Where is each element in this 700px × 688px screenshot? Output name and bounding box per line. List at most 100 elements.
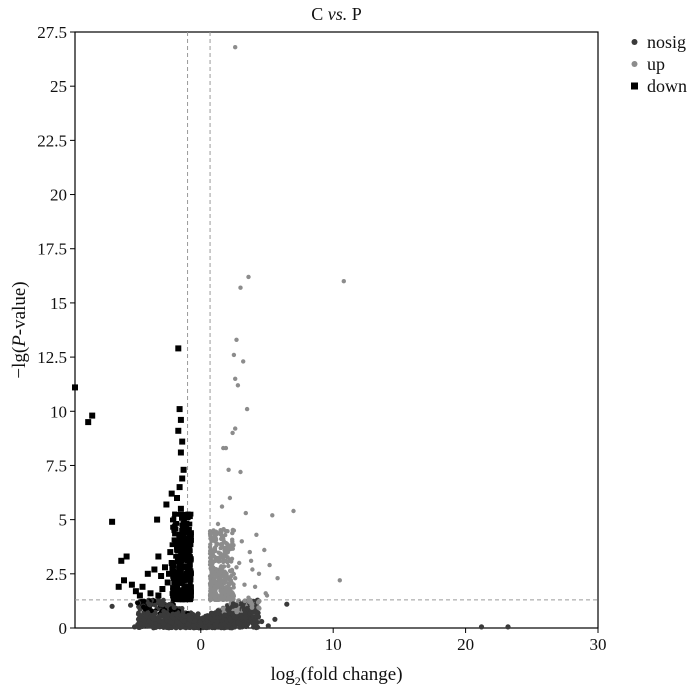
cloud-point — [160, 602, 166, 608]
point-nosig — [235, 620, 241, 626]
cloud-point-down — [187, 565, 193, 571]
cloud-point-up — [213, 557, 219, 562]
legend-marker — [631, 39, 638, 45]
point-up — [226, 586, 231, 592]
point-up — [226, 467, 231, 472]
point-down — [168, 490, 175, 497]
point-up — [243, 510, 248, 516]
point-nosig — [150, 615, 156, 621]
cloud-point-up — [207, 551, 213, 556]
cloud-point-down — [185, 511, 191, 517]
point-down — [144, 570, 151, 577]
cloud-point — [151, 611, 157, 617]
cloud-point-down — [179, 558, 185, 564]
cloud-point-up — [208, 596, 213, 602]
cloud-point — [173, 611, 179, 617]
point-nosig — [146, 601, 152, 607]
series-nosig — [109, 601, 511, 630]
cloud-point-down — [178, 512, 184, 517]
cloud-point — [161, 608, 167, 614]
y-tick-label: 17.5 — [37, 240, 67, 259]
point-down — [179, 475, 186, 482]
y-tick-label: 20 — [50, 186, 67, 205]
cloud-point-up — [220, 588, 225, 593]
legend-marker — [631, 61, 638, 67]
point-down — [121, 577, 127, 584]
point-down — [176, 406, 183, 413]
point-down — [177, 505, 184, 512]
point-up — [250, 567, 255, 572]
cloud-point-down — [179, 522, 185, 528]
point-down — [177, 416, 184, 423]
point-down — [136, 592, 143, 599]
point-down — [180, 466, 187, 473]
point-down — [171, 592, 178, 599]
y-axis: 0 2.5 5 7.5 10 12.5 15 17.5 20 22.5 25 27.5 — [37, 23, 75, 638]
cloud-point-down — [178, 539, 183, 544]
cloud-point-down — [188, 514, 193, 520]
cloud-point-up — [226, 581, 231, 586]
data-points — [72, 45, 511, 631]
cloud-point-down — [174, 544, 179, 550]
point-up — [234, 565, 239, 570]
point-up — [231, 352, 237, 358]
cloud-point-down — [183, 549, 189, 554]
legend-label: up — [647, 54, 665, 74]
cloud-point-up — [213, 536, 218, 541]
cloud-point-up — [211, 572, 216, 578]
point-up — [267, 562, 272, 568]
point-up — [262, 547, 267, 553]
y-tick-label: 7.5 — [46, 456, 67, 475]
point-nosig — [239, 614, 245, 620]
cloud-point-down — [187, 521, 193, 527]
series-down — [72, 345, 188, 601]
y-tick-label: 27.5 — [37, 23, 67, 42]
cloud-point-up — [216, 550, 221, 555]
cloud-point — [181, 618, 187, 624]
cloud-point-up — [219, 542, 225, 547]
cloud-point — [136, 616, 142, 622]
y-tick-label: 12.5 — [37, 348, 67, 367]
cloud-point-up — [222, 575, 227, 580]
cloud-point — [204, 615, 209, 620]
point-up — [246, 595, 251, 600]
cloud-point-up — [226, 563, 231, 569]
cloud-point-down — [173, 597, 179, 602]
point-down — [151, 566, 158, 573]
cloud-point-down — [184, 575, 190, 581]
point-up — [234, 337, 239, 342]
point-up — [264, 593, 270, 598]
cloud-point-up — [223, 532, 228, 538]
cloud-point-down — [189, 530, 194, 535]
cloud-point-up — [220, 566, 225, 571]
cloud-point-up — [216, 597, 221, 602]
cloud-point-down — [188, 580, 193, 586]
point-down — [177, 594, 184, 601]
chart-title: C vs. P — [311, 4, 362, 24]
cloud-point — [185, 621, 191, 627]
point-down — [155, 553, 162, 560]
legend-label: down — [647, 76, 687, 96]
cloud-point — [192, 618, 198, 624]
cloud-point — [234, 609, 240, 615]
cloud-point-up — [214, 567, 219, 572]
cloud-point-up — [208, 586, 213, 591]
legend-item-up: up — [631, 54, 665, 74]
point-up — [214, 593, 219, 598]
point-nosig — [128, 602, 134, 608]
cloud-point-down — [181, 586, 187, 592]
cloud-point — [219, 622, 224, 628]
point-nosig — [132, 624, 138, 630]
x-axis-title: log2(fold change) — [270, 664, 402, 688]
cloud-point — [146, 618, 152, 624]
cloud-point-down — [174, 521, 180, 526]
cloud-point-down — [184, 587, 190, 592]
cloud-point — [232, 624, 238, 630]
cloud-point — [198, 621, 204, 627]
cloud-point — [135, 600, 141, 606]
x-tick-label: 20 — [457, 635, 474, 654]
cloud-point — [256, 598, 262, 604]
point-down — [172, 538, 179, 545]
